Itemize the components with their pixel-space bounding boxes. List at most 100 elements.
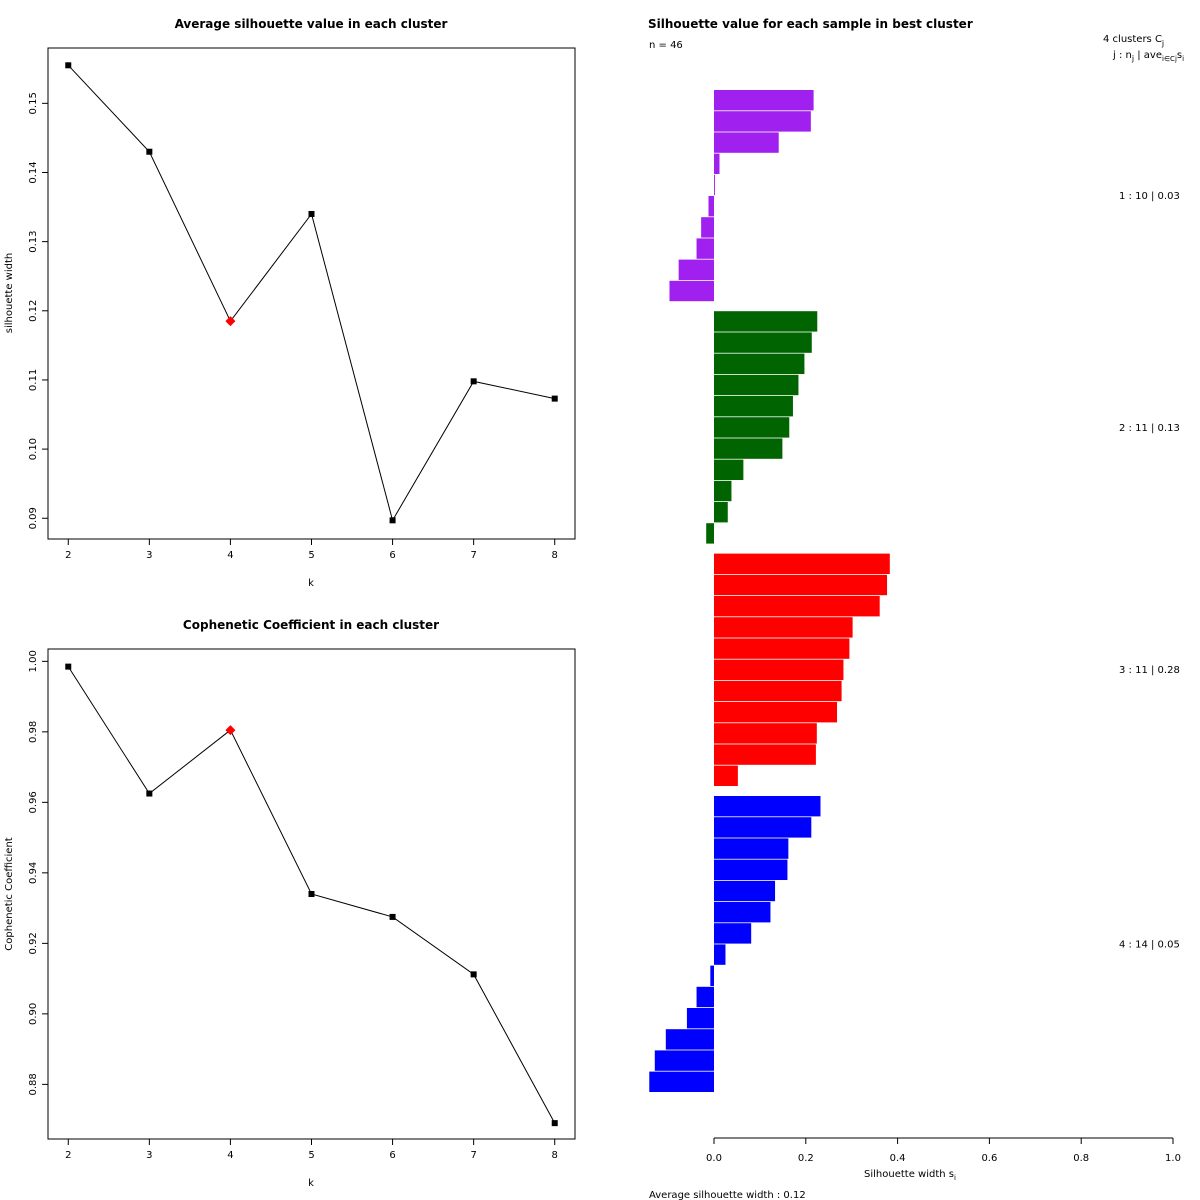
silhouette-bar [714, 902, 771, 923]
silhouette-x-ticks: 2 3 4 5 6 7 8 [65, 539, 558, 561]
cophenetic-x-tick-label: 5 [308, 1150, 314, 1161]
silhouette-bar [714, 174, 715, 196]
legend-header-s: s [1177, 50, 1182, 61]
silhouette-bar [714, 596, 880, 617]
silhouette-bars [649, 90, 890, 1092]
silhouette-bar [714, 553, 890, 574]
silhouette-bar [714, 817, 812, 838]
silhouette-point [146, 148, 153, 155]
silhouette-bars-x-ticks: 0.0 0.2 0.4 0.6 0.8 1.0 [706, 1138, 1181, 1164]
legend-header-ave-sub: i∈Cj [1162, 55, 1177, 63]
legend-header-clusters-sub: j [1161, 39, 1164, 48]
silhouette-highlight-point [225, 316, 236, 327]
silhouette-bar [708, 196, 714, 217]
cluster-summary-label: 2 : 11 | 0.13 [1119, 423, 1180, 434]
cophenetic-x-tick-label: 3 [146, 1150, 152, 1161]
silhouette-x-tick-label: 6 [389, 550, 395, 561]
silhouette-chart-title: Average silhouette value in each cluster [175, 17, 448, 31]
silhouette-y-tick-label: 0.10 [28, 438, 39, 460]
silhouette-point [389, 517, 396, 524]
silhouette-bar [714, 332, 812, 353]
silhouette-bar [714, 680, 842, 702]
silhouette-bar [654, 1050, 714, 1071]
silhouette-bars-x-axis-label: Silhouette width si [864, 1169, 956, 1182]
silhouette-bars-x-tick-label: 1.0 [1165, 1153, 1181, 1164]
silhouette-x-tick-label: 3 [146, 550, 152, 561]
silhouette-series [65, 62, 558, 524]
silhouette-y-tick-label: 0.11 [28, 369, 39, 391]
silhouette-bars-x-tick-label: 0.4 [890, 1153, 906, 1164]
silhouette-bar [714, 859, 788, 880]
silhouette-bar [714, 744, 816, 765]
silhouette-bar [706, 523, 714, 544]
silhouette-point [470, 378, 477, 385]
cophenetic-highlight-point [225, 725, 236, 736]
cophenetic-point [308, 891, 315, 897]
cophenetic-point [389, 913, 396, 920]
legend-header-count: j : n [1112, 50, 1132, 61]
silhouette-x-tick-label: 5 [308, 550, 314, 561]
silhouette-bar [714, 111, 811, 132]
silhouette-bar [714, 838, 789, 859]
silhouette-bar [714, 132, 779, 153]
silhouette-bar [714, 617, 853, 638]
cophenetic-x-tick-label: 6 [389, 1150, 395, 1161]
cluster-legend-header: 4 clusters Cj j : nj | avei∈Cjsi [1103, 34, 1184, 63]
svg-text:4 clusters Cj: 4 clusters Cj [1103, 34, 1164, 48]
silhouette-bars-x-tick-label: 0.0 [706, 1153, 722, 1164]
cophenetic-point [551, 1120, 558, 1127]
silhouette-point [65, 62, 72, 69]
silhouette-plot-frame [47, 47, 576, 540]
silhouette-bar [714, 659, 844, 680]
cophenetic-point [470, 971, 477, 978]
cophenetic-line-chart: Cophenetic Coefficient in each cluster k… [4, 618, 576, 1189]
silhouette-bars-x-tick-label: 0.2 [798, 1153, 814, 1164]
average-silhouette-footer: Average silhouette width : 0.12 [649, 1190, 806, 1200]
silhouette-y-tick-label: 0.14 [28, 161, 39, 183]
silhouette-bar [686, 1008, 714, 1029]
silhouette-bars-x-label-sub: i [954, 1174, 956, 1182]
silhouette-bars-x-tick-label: 0.8 [1073, 1153, 1089, 1164]
silhouette-bars-x-label-text: Silhouette width s [864, 1169, 954, 1180]
silhouette-y-tick-label: 0.12 [28, 300, 39, 322]
sample-count-label: n = 46 [649, 40, 683, 51]
cophenetic-series [65, 663, 558, 1127]
silhouette-bar [714, 723, 817, 744]
cophenetic-y-ticks: 0.88 0.90 0.92 0.94 0.96 0.98 1.00 [28, 650, 48, 1095]
silhouette-bar [714, 944, 726, 965]
cophenetic-y-tick-label: 0.94 [28, 862, 39, 884]
silhouette-bar [714, 796, 821, 817]
silhouette-bar [710, 965, 714, 986]
silhouette-bar [714, 438, 783, 459]
silhouette-bar [714, 574, 888, 596]
cophenetic-y-axis-label: Cophenetic Coefficient [4, 837, 15, 950]
silhouette-y-tick-label: 0.13 [28, 231, 39, 253]
silhouette-bar [714, 153, 720, 174]
silhouette-bar [714, 765, 738, 786]
legend-header-clusters: 4 clusters C [1103, 34, 1162, 45]
silhouette-y-ticks: 0.09 0.10 0.11 0.12 0.13 0.14 0.15 [28, 92, 48, 529]
legend-header-count-sub: j [1131, 54, 1134, 63]
cophenetic-x-axis-label: k [308, 1178, 314, 1189]
cophenetic-y-tick-label: 0.88 [28, 1073, 39, 1095]
silhouette-y-tick-label: 0.09 [28, 507, 39, 529]
silhouette-bar [696, 238, 714, 259]
cluster-summary-label: 3 : 11 | 0.28 [1119, 665, 1180, 676]
svg-text:j : nj | avei∈Cjsi: j : nj | avei∈Cjsi [1112, 50, 1184, 63]
silhouette-bar [714, 638, 850, 659]
cophenetic-chart-title: Cophenetic Coefficient in each cluster [183, 618, 439, 632]
silhouette-bar [701, 217, 714, 238]
cophenetic-x-tick-label: 4 [227, 1150, 233, 1161]
silhouette-point [551, 395, 558, 402]
silhouette-bar [669, 280, 714, 302]
cluster-summary-label: 4 : 14 | 0.05 [1119, 939, 1180, 950]
cophenetic-y-tick-label: 0.96 [28, 791, 39, 813]
cophenetic-x-ticks: 2 3 4 5 6 7 8 [65, 1139, 558, 1161]
silhouette-bar [714, 353, 805, 374]
cophenetic-y-tick-label: 0.98 [28, 721, 39, 743]
silhouette-x-tick-label: 4 [227, 550, 233, 561]
silhouette-bar [714, 90, 814, 111]
silhouette-y-axis-label: silhouette width [4, 253, 15, 333]
silhouette-bar [714, 880, 776, 902]
silhouette-bar [714, 459, 744, 480]
